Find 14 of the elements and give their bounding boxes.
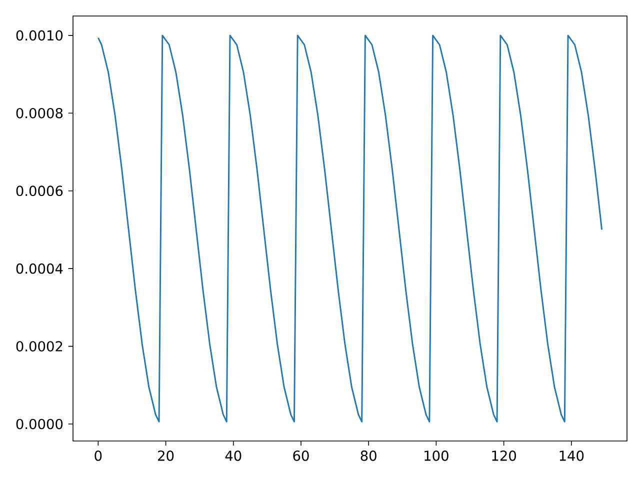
x-tick-label: 40 xyxy=(225,450,242,461)
x-tick-label: 120 xyxy=(492,450,516,461)
y-tick-label: 0.0008 xyxy=(16,108,63,118)
y-tick-label: 0.0006 xyxy=(16,186,63,196)
x-tick-label: 0 xyxy=(94,450,102,461)
x-tick-label: 60 xyxy=(293,450,309,461)
x-tick-label: 20 xyxy=(158,450,174,461)
x-tick-label: 100 xyxy=(424,450,448,461)
y-tick-label: 0.0004 xyxy=(16,263,63,274)
x-tick-label: 80 xyxy=(360,450,376,461)
x-tick-label: 140 xyxy=(560,450,584,461)
y-tick-label: 0.0010 xyxy=(16,30,63,41)
y-tick-label: 0.0002 xyxy=(16,341,62,352)
y-tick-label: 0.0000 xyxy=(16,418,63,430)
